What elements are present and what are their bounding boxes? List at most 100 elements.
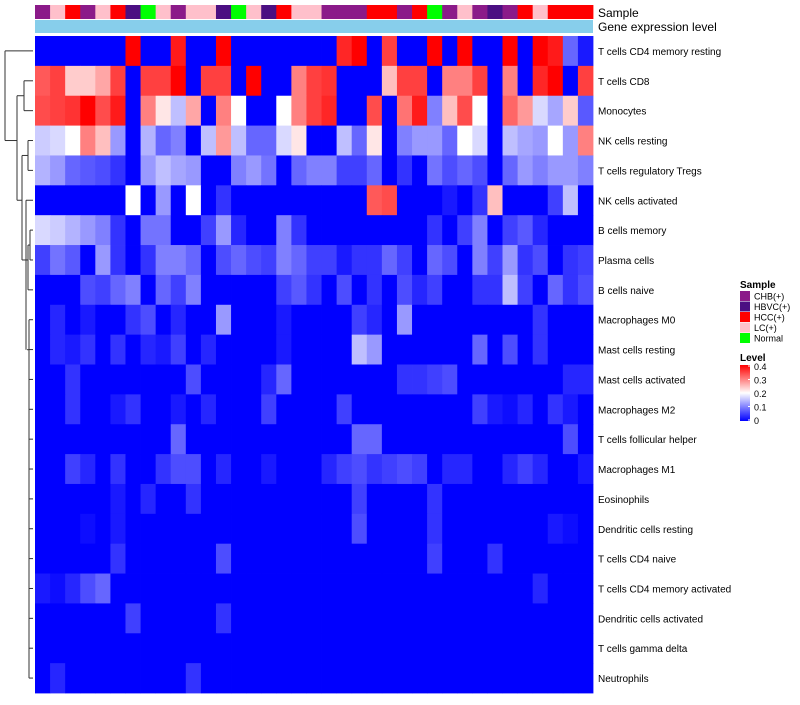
heatmap-cell [502,334,518,365]
heatmap-cell [412,334,428,365]
heatmap-cell [457,663,473,694]
heatmap-cell [35,36,51,67]
heatmap-cell [547,304,564,336]
sample-annotation-cell [381,5,398,19]
level-tick-label: 0.3 [754,376,767,386]
heatmap-cell [336,394,353,425]
heatmap-cell [532,95,549,126]
heatmap-cell [487,513,503,545]
heatmap-cell [35,603,51,634]
heatmap-cell [306,394,322,425]
heatmap-cell [517,36,534,67]
heatmap-cell [95,215,111,246]
heatmap-cell [80,573,96,604]
heatmap-cell [577,245,594,276]
heatmap-cell [125,603,141,634]
heatmap-cell [215,454,232,485]
heatmap-cell [321,274,338,306]
legend-label: HBVC(+) [754,302,790,312]
heatmap-cell [547,95,564,126]
sample-annotation-cell [261,5,277,19]
heatmap-cell [215,663,232,694]
heatmap-cell [185,394,202,425]
heatmap-cell [50,454,66,485]
heatmap-cell [95,304,111,336]
heatmap-cell [321,454,338,485]
heatmap-cell [200,483,217,515]
heatmap-cell [65,274,81,306]
heatmap-cell [472,185,488,216]
heatmap-cell [80,334,96,365]
heatmap-cell [185,573,202,604]
heatmap-cell [517,185,534,216]
sample-annotation-cell [125,5,141,19]
heatmap-cell [200,543,217,574]
heatmap-cell [35,125,51,156]
heatmap-cell [306,334,322,365]
heatmap-cell [532,663,549,694]
heatmap-cell [261,603,277,634]
heatmap-cell [291,483,307,515]
heatmap-cell [412,65,428,97]
heatmap-cell [442,36,458,67]
heatmap-cell [200,274,217,306]
heatmap-cell [381,633,398,664]
heatmap-cell [547,603,564,634]
level-tick-label: 0.2 [754,389,767,399]
heatmap-cell [396,65,413,97]
heatmap-cell [155,633,172,664]
heatmap-cell [472,125,488,156]
row-label: T cells CD8 [598,77,650,88]
heatmap-cell [457,245,473,276]
heatmap-cell [65,185,81,216]
heatmap-cell [140,573,157,604]
heatmap-cell [215,394,232,425]
heatmap-cell [80,543,96,574]
heatmap-cell [336,573,353,604]
heatmap-cell [472,65,488,97]
heatmap-cell [200,334,217,365]
heatmap-cell [306,543,322,574]
heatmap-cell [276,95,292,126]
heatmap-cell [261,513,277,545]
row-label: NK cells resting [598,137,667,148]
heatmap-cell [231,513,247,545]
heatmap-cell [517,394,534,425]
heatmap-cell [472,513,488,545]
row-label: T cells CD4 memory resting [598,47,721,58]
heatmap-cell [50,603,66,634]
heatmap-cell [547,424,564,455]
heatmap-cell [261,185,277,216]
heatmap-cell [291,274,307,306]
heatmap-cell [155,543,172,574]
sample-annotation-cell [65,5,81,19]
sample-annotation-cell [170,5,187,19]
heatmap-cell [125,513,141,545]
heatmap-cell [170,304,187,336]
heatmap-cell [80,245,96,276]
heatmap-cell [215,274,232,306]
heatmap-cell [532,483,549,515]
heatmap-cell [65,483,81,515]
heatmap-cell [487,663,503,694]
heatmap-cell [246,603,262,634]
heatmap-cell [366,215,383,246]
heatmap-cell [140,364,157,395]
heatmap-cell [215,155,232,186]
row-label: Macrophages M2 [598,405,676,416]
row-label: Eosinophils [598,495,649,506]
heatmap-cell [366,65,383,97]
heatmap-cell [577,36,594,67]
heatmap-cell [125,573,141,604]
heatmap-cell [472,245,488,276]
heatmap-cell [412,215,428,246]
heatmap-cell [306,454,322,485]
heatmap-cell [140,424,157,455]
heatmap-cell [502,36,518,67]
heatmap-cell [155,424,172,455]
heatmap-cell [396,304,413,336]
heatmap-cell [351,513,368,545]
row-label: T cells regulatory Tregs [598,166,702,177]
heatmap-cell [502,245,518,276]
heatmap-cell [321,424,338,455]
